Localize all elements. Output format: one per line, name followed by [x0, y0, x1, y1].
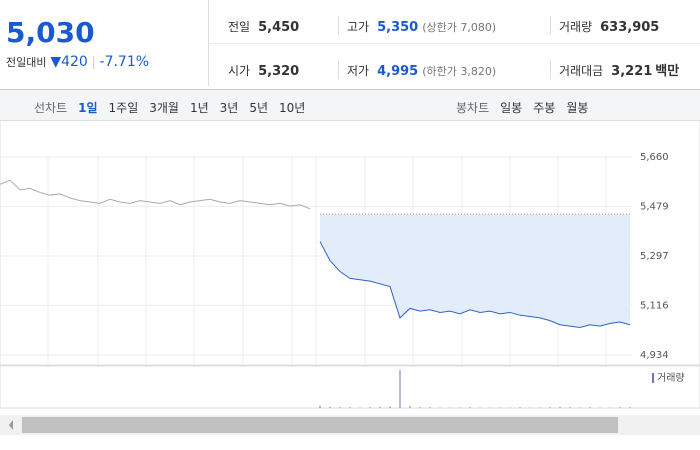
stat-label: 거래대금 [559, 64, 604, 78]
volume-bar [329, 406, 331, 408]
area [320, 214, 630, 328]
price-box: 5,030 전일대비 ▼420 | -7.71% [0, 0, 209, 86]
stat-label: 거래량 [559, 20, 593, 34]
stat-value: 4,995 [377, 64, 419, 79]
tab[interactable]: 3개월 [149, 101, 179, 115]
tab[interactable]: 5년 [249, 101, 269, 115]
price: 5,030 [6, 16, 95, 49]
stat-value: 3,221 [611, 64, 653, 79]
change-row: 전일대비 ▼420 | -7.71% [6, 54, 150, 70]
tab[interactable]: 월봉 [566, 101, 589, 115]
volume-bar [389, 406, 391, 408]
tab[interactable]: 1일 [78, 101, 98, 115]
volume-frame [0, 365, 700, 409]
stat-label: 저가 [347, 64, 370, 78]
y-tick-label: 5,660 [640, 152, 669, 163]
stat: 거래량 633,905 [550, 16, 659, 35]
stat-label: 시가 [228, 64, 251, 78]
tab-group-label: 선차트 [34, 101, 68, 115]
stat: 전일 5,450 [228, 16, 299, 35]
stat: 저가 4,995 (하한가 3,820) [338, 60, 496, 79]
tab-group-label: 봉차트 [456, 101, 490, 115]
volume-bar [629, 407, 631, 408]
scroll-thumb[interactable] [22, 417, 618, 433]
volume-bar [589, 407, 591, 408]
plot-frame [0, 120, 700, 366]
volume-bar [469, 407, 471, 408]
tab[interactable]: 10년 [279, 101, 306, 115]
y-tick-label: 5,297 [640, 251, 669, 262]
volume-bar [419, 407, 421, 408]
chart: 5,660 5,479 5,297 5,116 4,934 거래량 [0, 120, 700, 435]
divider [208, 43, 700, 44]
change: 420 [61, 54, 88, 70]
volume-bar [519, 407, 521, 408]
stat-value: 5,350 [377, 20, 419, 35]
stat-note: (상한가 7,080) [422, 21, 497, 34]
volume-bar [349, 407, 351, 408]
tab[interactable]: 일봉 [500, 101, 523, 115]
tab[interactable]: 1년 [189, 101, 209, 115]
y-tick-label: 4,934 [640, 350, 669, 361]
legend-label: 거래량 [657, 372, 685, 384]
change-pct: -7.71% [99, 54, 150, 70]
stat-value: 5,450 [258, 20, 300, 35]
y-tick-label: 5,479 [640, 201, 669, 212]
stat-unit: 백만 [655, 64, 680, 79]
change-label: 전일대비 [6, 56, 47, 69]
down-arrow: ▼ [50, 54, 62, 70]
volume-bar [429, 407, 431, 408]
stat-label: 전일 [228, 20, 251, 34]
volume-bar [549, 407, 551, 408]
stat-value: 5,320 [258, 64, 300, 79]
candle-tabs: 봉차트 일봉 주봉 월봉 [456, 97, 599, 116]
tab[interactable]: 1주일 [108, 101, 139, 115]
legend-swatch [652, 373, 654, 383]
volume-bar [619, 407, 621, 408]
volume-bar [339, 407, 341, 408]
stat: 시가 5,320 [228, 60, 299, 79]
volume-bar [569, 407, 571, 408]
stat-note: (하한가 3,820) [422, 65, 497, 78]
volume-bar [399, 370, 401, 408]
tab-bar: 선차트 1일 1주일 3개월 1년 3년 5년 10년 봉차트 일봉 주봉 월봉 [0, 89, 700, 121]
stat-value: 633,905 [600, 20, 660, 35]
volume-bar [369, 407, 371, 408]
line-tabs: 선차트 1일 1주일 3개월 1년 3년 5년 10년 [34, 97, 316, 116]
volume-bar [319, 405, 321, 408]
price-line [319, 241, 631, 328]
stat-label: 고가 [347, 20, 370, 34]
tab[interactable]: 3년 [219, 101, 239, 115]
volume-bar [559, 406, 561, 408]
tab[interactable]: 주봉 [533, 101, 556, 115]
volume-bar [409, 406, 411, 408]
stat: 거래대금 3,221 백만 [550, 60, 679, 79]
volume-bar [379, 406, 381, 408]
scroll-left [9, 420, 13, 430]
stat: 고가 5,350 (상한가 7,080) [338, 16, 496, 35]
y-tick-label: 5,116 [640, 300, 669, 311]
price-line [0, 179, 311, 210]
